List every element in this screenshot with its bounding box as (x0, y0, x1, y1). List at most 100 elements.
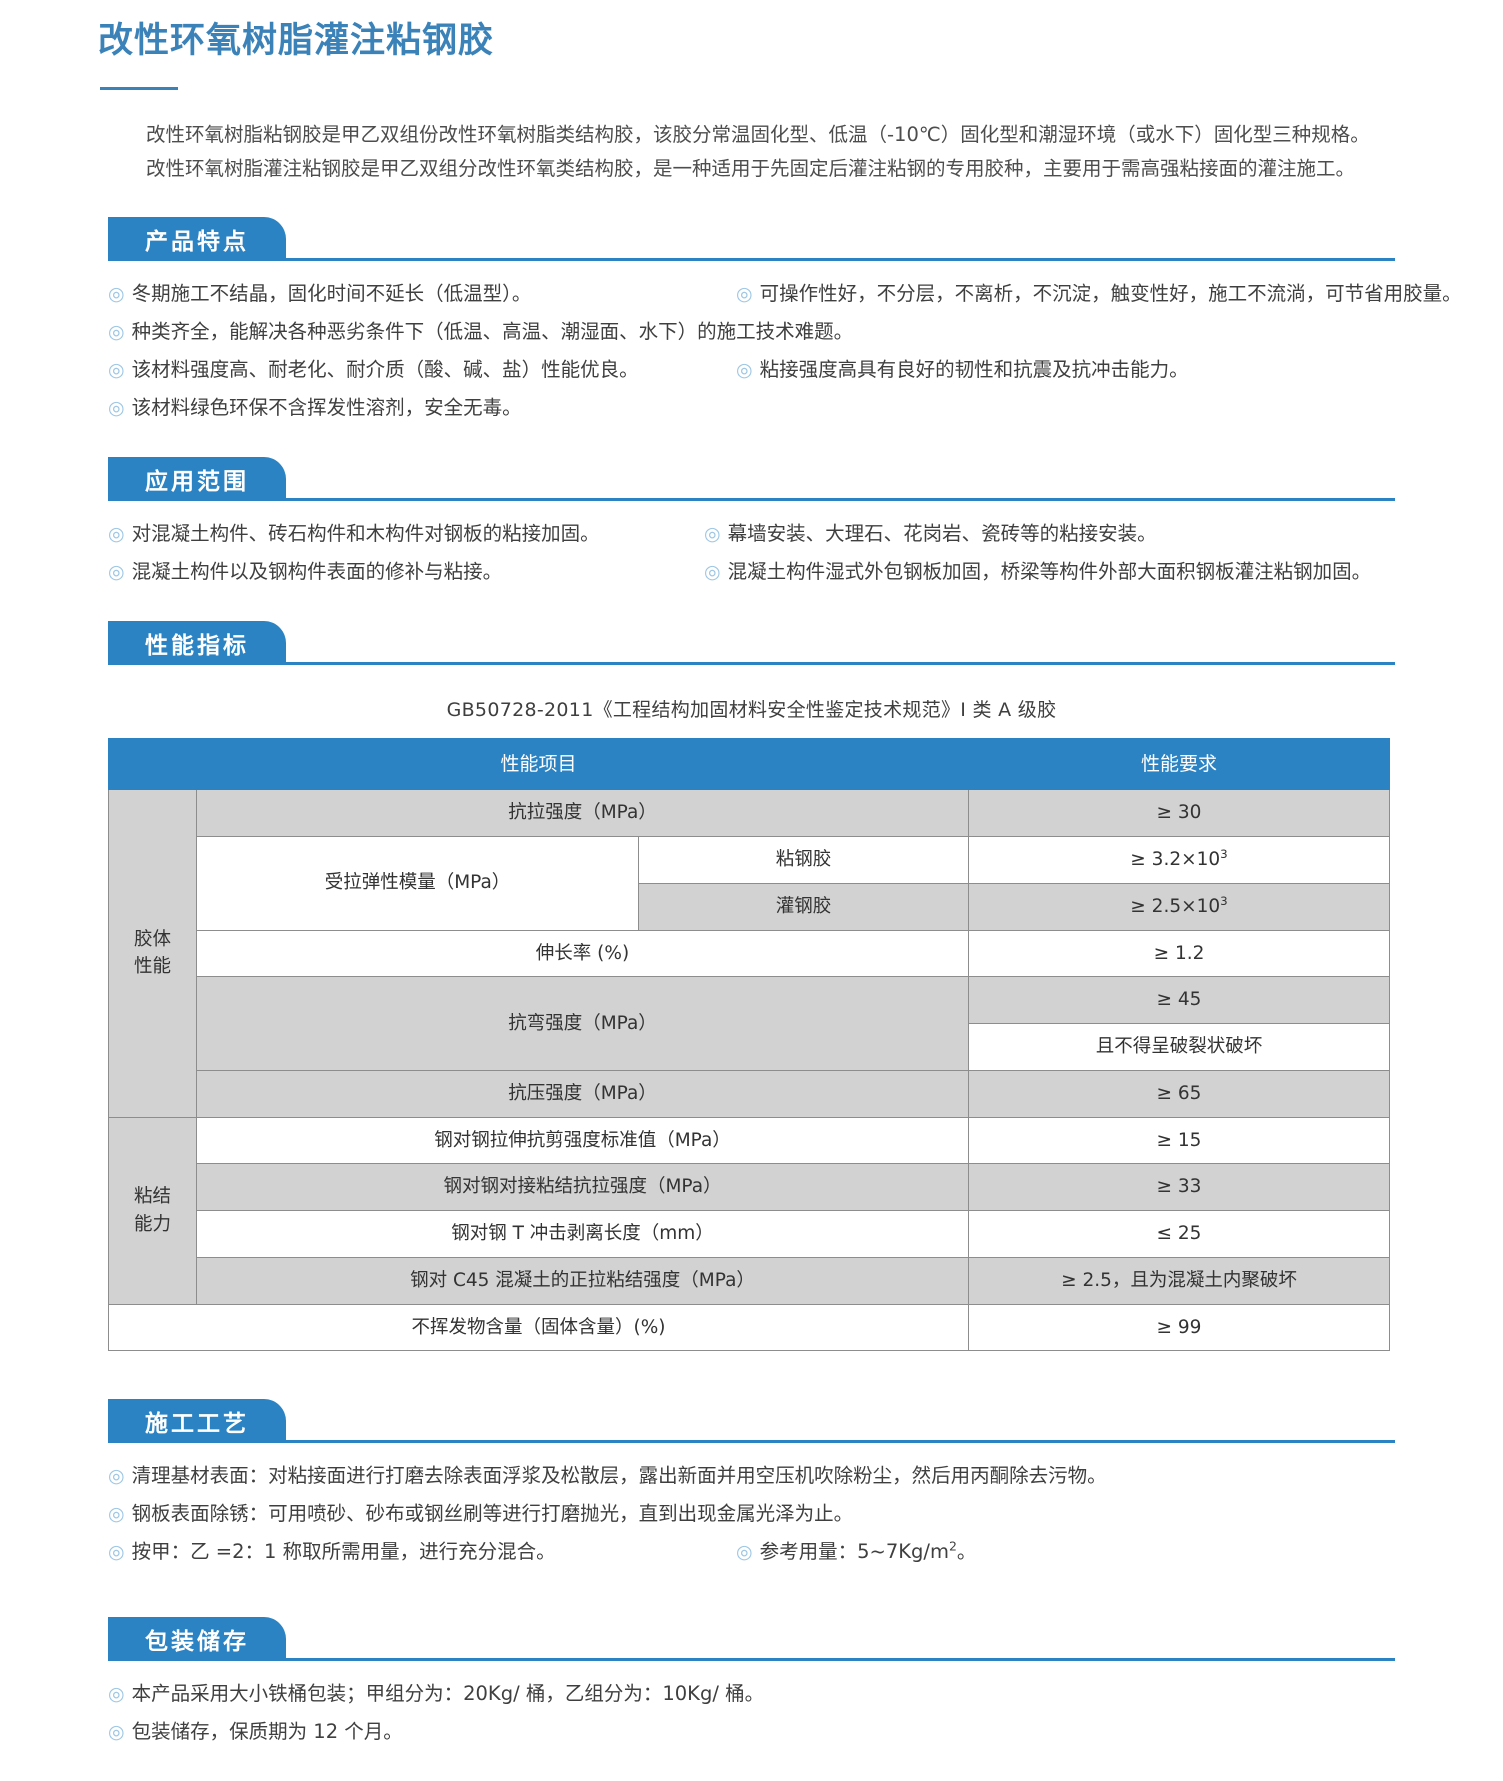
list-item: ◎ 种类齐全，能解决各种恶劣条件下（低温、高温、潮湿面、水下）的施工技术难题。 (108, 313, 1395, 351)
process-dosage-text: 参考用量：5~7Kg/m2。 (760, 1533, 977, 1571)
table-cell-value: 且不得呈破裂状破坏 (968, 1023, 1390, 1071)
list-item: ◎ 包装储存，保质期为 12 个月。 (108, 1713, 1395, 1751)
feature-text: 种类齐全，能解决各种恶劣条件下（低温、高温、潮湿面、水下）的施工技术难题。 (131, 319, 854, 343)
feature-text: 粘接强度高具有良好的韧性和抗震及抗冲击能力。 (759, 357, 1189, 381)
table-cell-value: ≥ 3.2×103 (968, 835, 1390, 884)
list-item: ◎ 混凝土构件以及钢构件表面的修补与粘接。 ◎ 混凝土构件湿式外包钢板加固，桥梁… (108, 553, 1395, 591)
section-application: 应用范围 ◎ 对混凝土构件、砖石构件和木构件对钢板的粘接加固。 ◎ 幕墙安装、大… (0, 456, 1503, 591)
feature-item: ◎ 种类齐全，能解决各种恶劣条件下（低温、高温、潮湿面、水下）的施工技术难题。 (108, 313, 1395, 351)
dosage-value: 参考用量：5~7Kg/m (759, 1540, 949, 1564)
bullet-circle-icon: ◎ (108, 320, 125, 343)
list-item: ◎ 该材料强度高、耐老化、耐介质（酸、碱、盐）性能优良。 ◎ 粘接强度高具有良好… (108, 351, 1395, 389)
table-cell-value: ≥ 65 (968, 1069, 1390, 1118)
dosage-exponent: 2 (948, 1538, 957, 1554)
list-item: ◎ 该材料绿色环保不含挥发性溶剂，安全无毒。 (108, 389, 1395, 427)
packaging-item: ◎ 包装储存，保质期为 12 个月。 (108, 1713, 1395, 1751)
table-cell-item: 受拉弹性模量（MPa） (196, 835, 639, 931)
performance-table: 性能项目 性能要求 胶体 性能 抗拉强度（MPa） ≥ 30 受拉弹性模量（MP… (108, 737, 1390, 1352)
list-item: ◎ 冬期施工不结晶，固化时间不延长（低温型）。 ◎ 可操作性好，不分层，不离析，… (108, 275, 1462, 313)
list-item: ◎ 本产品采用大小铁桶包装；甲组分为：20Kg/ 桶，乙组分为：10Kg/ 桶。 (108, 1675, 1395, 1713)
bullet-circle-icon: ◎ (108, 396, 125, 419)
bullet-circle-icon: ◎ (108, 1683, 125, 1706)
table-cell-item: 抗压强度（MPa） (196, 1069, 969, 1118)
process-bullet-list: ◎ 清理基材表面：对粘接面进行打磨去除表面浮浆及松散层，露出新面并用空压机吹除粉… (108, 1443, 1395, 1571)
application-text: 对混凝土构件、砖石构件和木构件对钢板的粘接加固。 (131, 521, 600, 545)
process-item: ◎ 钢板表面除锈：可用喷砂、砂布或钢丝刷等进行打磨抛光，直到出现金属光泽为止。 (108, 1495, 1395, 1533)
list-item: ◎ 对混凝土构件、砖石构件和木构件对钢板的粘接加固。 ◎ 幕墙安装、大理石、花岗… (108, 515, 1395, 553)
table-cell-item: 伸长率 (%) (196, 929, 969, 978)
group-label-bonding: 粘结 能力 (108, 1116, 197, 1305)
application-item: ◎ 对混凝土构件、砖石构件和木构件对钢板的粘接加固。 (108, 515, 704, 553)
section-header-packaging: 包装储存 (108, 1617, 1395, 1662)
table-cell-value: ≥ 33 (968, 1163, 1390, 1212)
value-exponent: 3 (1220, 893, 1228, 908)
table-header-row: 性能项目 性能要求 (108, 737, 1390, 791)
section-rule (108, 1658, 1395, 1662)
section-header-process: 施工工艺 (108, 1399, 1395, 1444)
application-item: ◎ 幕墙安装、大理石、花岗岩、瓷砖等的粘接安装。 (704, 515, 1395, 553)
intro-paragraphs: 改性环氧树脂粘钢胶是甲乙双组份改性环氧树脂类结构胶，该胶分常温固化型、低温（-1… (0, 90, 1503, 186)
group-label-line1: 胶体 (133, 928, 171, 950)
feature-item: ◎ 可操作性好，不分层，不离析，不沉淀，触变性好，施工不流淌，可节省用胶量。 (736, 275, 1462, 313)
value-text: ≥ 2.5×10 (1130, 895, 1221, 917)
table-row: 抗弯强度（MPa） ≥ 45 (109, 976, 1390, 1071)
process-text: 按甲：乙 =2：1 称取所需用量，进行充分混合。 (131, 1540, 556, 1564)
table-row: 且不得呈破裂状破坏 (109, 1023, 1390, 1071)
section-rule (108, 497, 1395, 501)
bullet-circle-icon: ◎ (736, 282, 753, 305)
table-cell-item: 钢对 C45 混凝土的正拉粘结强度（MPa） (196, 1256, 969, 1305)
section-rule (108, 661, 1395, 665)
group-label-line1: 粘结 (133, 1185, 171, 1207)
section-process: 施工工艺 ◎ 清理基材表面：对粘接面进行打磨去除表面浮浆及松散层，露出新面并用空… (0, 1399, 1503, 1571)
section-header-application: 应用范围 (108, 456, 1395, 501)
feature-item: ◎ 粘接强度高具有良好的韧性和抗震及抗冲击能力。 (736, 351, 1395, 389)
table-row: 抗压强度（MPa） ≥ 65 (109, 1069, 1390, 1118)
table-cell-item: 不挥发物含量（固体含量）(%) (108, 1303, 969, 1352)
table-row: 不挥发物含量（固体含量）(%) ≥ 99 (108, 1303, 1390, 1352)
packaging-text: 包装储存，保质期为 12 个月。 (131, 1720, 403, 1744)
table-row: 伸长率 (%) ≥ 1.2 (109, 929, 1390, 978)
section-header-performance: 性能指标 (108, 620, 1395, 665)
bullet-circle-icon: ◎ (108, 282, 125, 305)
process-text: 钢板表面除锈：可用喷砂、砂布或钢丝刷等进行打磨抛光，直到出现金属光泽为止。 (131, 1502, 854, 1526)
list-item: ◎ 按甲：乙 =2：1 称取所需用量，进行充分混合。 ◎ 参考用量：5~7Kg/… (108, 1533, 1395, 1571)
table-cell-item: 钢对钢对接粘结抗拉强度（MPa） (196, 1163, 969, 1212)
bullet-circle-icon: ◎ (704, 522, 721, 545)
table-cell-item: 钢对钢拉伸抗剪强度标准值（MPa） (196, 1116, 969, 1165)
process-item-dosage: ◎ 参考用量：5~7Kg/m2。 (736, 1533, 1395, 1571)
table-row: 受拉弹性模量（MPa） 粘钢胶 ≥ 3.2×103 (109, 835, 1390, 931)
section-header-features: 产品特点 (108, 216, 1395, 261)
table-cell-value: ≥ 2.5，且为混凝土内聚破坏 (968, 1256, 1390, 1305)
section-rule (108, 1440, 1395, 1444)
bullet-circle-icon: ◎ (108, 1721, 125, 1744)
bullet-circle-icon: ◎ (736, 358, 753, 381)
table-row: 胶体 性能 抗拉强度（MPa） ≥ 30 (108, 789, 1390, 1118)
table-row: 钢对钢 T 冲击剥离长度（mm） ≤ 25 (109, 1210, 1390, 1258)
table-cell-value: ≥ 1.2 (968, 929, 1390, 978)
intro-line-2: 改性环氧树脂灌注粘钢胶是甲乙双组分改性环氧类结构胶，是一种适用于先固定后灌注粘钢… (146, 157, 1356, 181)
dosage-tail: 。 (956, 1540, 977, 1564)
bullet-circle-icon: ◎ (736, 1541, 753, 1564)
table-header-requirement: 性能要求 (968, 737, 1390, 791)
application-bullet-list: ◎ 对混凝土构件、砖石构件和木构件对钢板的粘接加固。 ◎ 幕墙安装、大理石、花岗… (108, 501, 1395, 591)
table-row: 粘结 能力 钢对钢拉伸抗剪强度标准值（MPa） ≥ 15 (108, 1116, 1390, 1305)
table-row: 钢对钢对接粘结抗拉强度（MPa） ≥ 33 (109, 1163, 1390, 1212)
table-cell-value: ≤ 25 (968, 1210, 1390, 1258)
group-label-line2: 能力 (133, 1213, 171, 1235)
features-bullet-list: ◎ 冬期施工不结晶，固化时间不延长（低温型）。 ◎ 可操作性好，不分层，不离析，… (108, 261, 1462, 427)
table-header-item: 性能项目 (108, 737, 969, 791)
feature-text: 冬期施工不结晶，固化时间不延长（低温型）。 (131, 281, 532, 305)
value-text: ≥ 3.2×10 (1130, 849, 1221, 870)
table-cell-subitem: 粘钢胶 (638, 835, 969, 884)
bullet-circle-icon: ◎ (108, 1541, 125, 1564)
packaging-item: ◎ 本产品采用大小铁桶包装；甲组分为：20Kg/ 桶，乙组分为：10Kg/ 桶。 (108, 1675, 1395, 1713)
intro-line-1: 改性环氧树脂粘钢胶是甲乙双组份改性环氧树脂类结构胶，该胶分常温固化型、低温（-1… (146, 123, 1370, 147)
table-cell-item: 钢对钢 T 冲击剥离长度（mm） (196, 1210, 969, 1258)
feature-text: 该材料强度高、耐老化、耐介质（酸、碱、盐）性能优良。 (131, 357, 639, 381)
table-cell-item: 抗拉强度（MPa） (196, 789, 969, 837)
feature-text: 可操作性好，不分层，不离析，不沉淀，触变性好，施工不流淌，可节省用胶量。 (759, 281, 1462, 305)
feature-item: ◎ 冬期施工不结晶，固化时间不延长（低温型）。 (108, 275, 736, 313)
section-performance: 性能指标 (0, 620, 1503, 665)
performance-table-wrapper: GB50728-2011《工程结构加固材料安全性鉴定技术规范》I 类 A 级胶 … (0, 685, 1503, 1352)
